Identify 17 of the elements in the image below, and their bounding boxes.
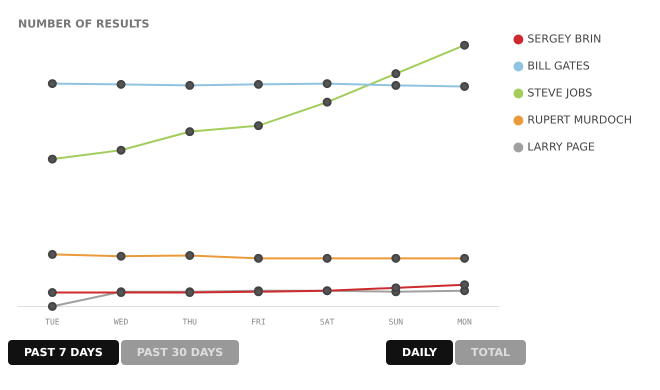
text: TOTAL [454,340,526,365]
text: PAST 7 DAYS [8,340,119,365]
legend-label: LARRY PAGE [527,140,595,154]
legend-label: STEVE JOBS [527,86,592,100]
x-tick-label: TUE [45,317,60,326]
legend-label: SERGEY BRIN [527,32,602,46]
x-tick-label: THU [182,317,198,326]
text: DAILY [386,340,453,365]
x-tick-label: WED [114,317,128,326]
legend-label: RUPERT MURDOCH [527,113,632,126]
x-tick-label: MON [457,317,472,326]
legend-label: BILL GATES [527,59,590,72]
x-tick-label: SAT [320,317,335,326]
text: PAST 30 DAYS [120,340,240,365]
x-tick-label: FRI [251,317,266,326]
x-tick-label: SUN [388,317,404,326]
chart-title: NUMBER OF RESULTS [18,17,150,30]
